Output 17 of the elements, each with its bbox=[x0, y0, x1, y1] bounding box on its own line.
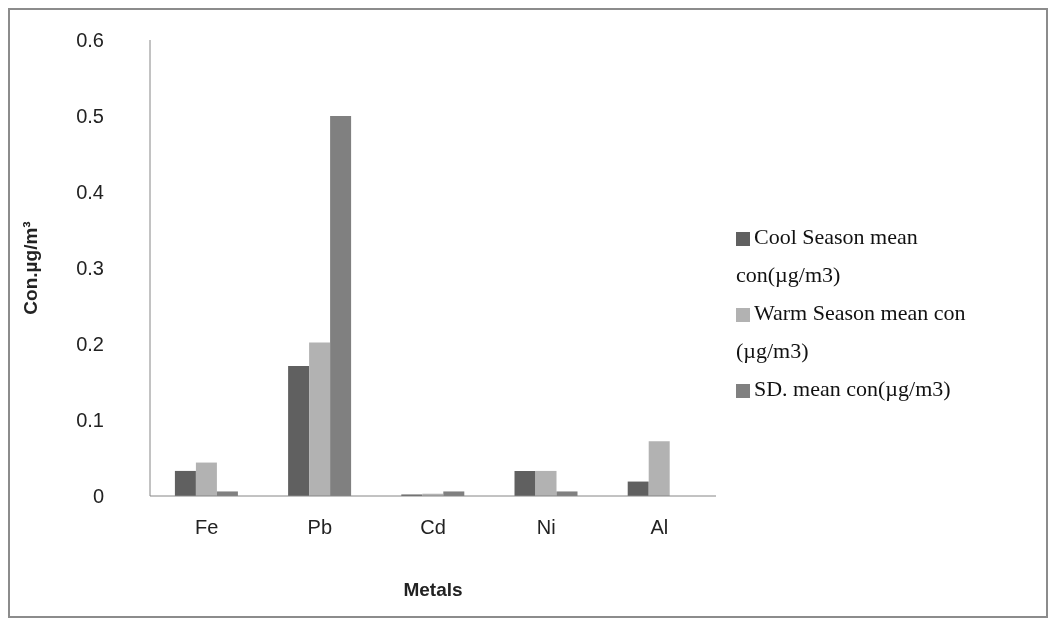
x-tick-label: Cd bbox=[420, 516, 446, 539]
y-tick-label: 0.2 bbox=[76, 333, 104, 356]
y-tick-label: 0.6 bbox=[76, 29, 104, 52]
legend-label: Cool Season mean con(µg/m3) bbox=[736, 224, 918, 287]
y-tick-label: 0.3 bbox=[76, 257, 104, 280]
x-axis-title: Metals bbox=[403, 579, 463, 600]
y-tick-label: 0 bbox=[92, 485, 104, 508]
y-axis-title: Con.µg/m³ bbox=[19, 221, 41, 315]
legend-label: SD. mean con(µg/m3) bbox=[754, 376, 951, 401]
x-tick-label: Pb bbox=[307, 516, 333, 539]
x-tick-label: Ni bbox=[536, 516, 556, 539]
y-tick-label: 0.1 bbox=[76, 409, 104, 432]
y-tick-label: 0.4 bbox=[76, 181, 104, 204]
legend-label: Warm Season mean con (µg/m3) bbox=[736, 300, 966, 363]
x-tick-label: Al bbox=[650, 516, 669, 539]
x-tick-label: Fe bbox=[194, 516, 219, 539]
y-tick-label: 0.5 bbox=[76, 105, 104, 128]
